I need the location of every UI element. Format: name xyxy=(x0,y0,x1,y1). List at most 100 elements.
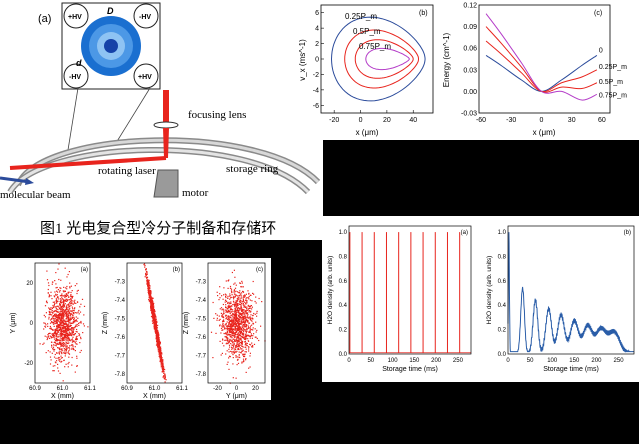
scatter-point xyxy=(231,330,233,332)
scatter-point xyxy=(243,331,245,333)
scatter-point xyxy=(230,331,232,334)
scatter-point xyxy=(53,311,55,313)
focusing-lens-label: focusing lens xyxy=(188,109,246,121)
scatter-point xyxy=(232,330,234,332)
y-tick-label: 0 xyxy=(315,57,319,64)
scatter-point xyxy=(248,310,251,312)
scatter-point xyxy=(68,308,70,310)
scatter-point xyxy=(223,287,225,289)
scatter-point xyxy=(250,311,252,313)
scatter-point xyxy=(233,322,235,324)
scatter-point xyxy=(234,287,237,289)
scatter-point xyxy=(234,332,236,334)
scatter-point xyxy=(231,296,233,298)
scatter-point xyxy=(57,289,59,291)
scatter-point xyxy=(58,324,60,326)
scatter-point xyxy=(235,344,237,346)
scatter-point xyxy=(71,332,73,334)
scatter-point xyxy=(230,320,233,322)
scatter-point xyxy=(245,318,248,320)
scatter-point xyxy=(53,325,55,327)
scatter-point xyxy=(218,299,220,301)
scatter-point xyxy=(236,325,238,327)
scatter-point xyxy=(236,343,238,345)
scatter-point xyxy=(251,346,253,348)
scatter-point xyxy=(234,315,236,317)
scatter-point xyxy=(243,333,245,335)
scatter-point xyxy=(70,285,72,287)
scatter-point xyxy=(61,314,63,316)
scatter-point xyxy=(51,314,53,316)
scatter-point xyxy=(249,329,251,331)
scatter-point xyxy=(220,327,223,330)
scatter-point xyxy=(48,311,51,314)
scatter-point xyxy=(62,339,64,341)
scatter-point xyxy=(51,283,53,285)
scatter-point xyxy=(52,335,55,337)
x-tick-label: 0 xyxy=(235,386,239,392)
scatter-panel: (a) 60.9 61.0 61.1 -20 0 20 X (mm) Y (μm) (b) 60.… xyxy=(0,258,271,400)
scatter-point xyxy=(68,328,70,330)
scatter-point xyxy=(54,313,56,315)
scatter-point xyxy=(53,317,55,320)
scatter-point xyxy=(151,320,153,322)
scatter-point xyxy=(224,339,226,341)
scatter-point xyxy=(158,353,160,355)
scatter-point xyxy=(64,299,66,301)
scatter-point xyxy=(236,337,238,339)
scatter-point xyxy=(156,343,159,345)
scatter-point xyxy=(222,338,224,340)
scatter-point xyxy=(56,286,58,289)
scatter-point xyxy=(229,285,232,288)
scatter-point xyxy=(235,303,237,305)
scatter-point xyxy=(67,317,69,319)
scatter-point xyxy=(56,314,58,316)
scatter-point xyxy=(60,316,62,318)
scatter-point xyxy=(61,331,63,333)
scatter-point xyxy=(65,341,67,343)
scatter-point xyxy=(57,324,59,326)
scatter-point xyxy=(48,294,50,296)
scatter-point xyxy=(72,330,75,332)
x-tick-label: 0 xyxy=(359,117,363,124)
scatter-point xyxy=(161,365,163,368)
scatter-point xyxy=(155,338,157,340)
scatter-point xyxy=(49,325,51,328)
scatter-point xyxy=(63,339,65,341)
scatter-point xyxy=(49,337,51,339)
scatter-point xyxy=(48,296,50,298)
scatter-point xyxy=(239,335,241,337)
scatter-point xyxy=(243,306,245,308)
scatter-point xyxy=(236,359,239,361)
scatter-point xyxy=(67,329,69,332)
scatter-point xyxy=(66,334,68,336)
scatter-point xyxy=(248,327,250,329)
scatter-point xyxy=(160,346,162,348)
scatter-point xyxy=(241,286,243,288)
scatter-point xyxy=(219,308,221,310)
scatter-point xyxy=(69,348,71,350)
scatter-point xyxy=(224,293,226,295)
scatter-point xyxy=(66,325,68,327)
scatter-point xyxy=(69,328,71,330)
scatter-point xyxy=(217,295,219,297)
x-tick-label: 200 xyxy=(431,358,442,364)
scatter-point xyxy=(234,310,236,312)
scatter-point xyxy=(236,302,238,304)
scatter-point xyxy=(77,317,79,319)
scatter-point xyxy=(236,340,238,342)
y-axis-label: Energy (cm^-1) xyxy=(442,32,451,87)
scatter-point xyxy=(239,347,241,349)
scatter-point xyxy=(240,352,242,354)
scatter-point xyxy=(226,330,228,332)
scatter-point xyxy=(151,317,153,319)
scatter-point xyxy=(219,340,221,342)
hv-label-bl: -HV xyxy=(69,74,81,81)
scatter-point xyxy=(74,325,77,327)
scatter-point xyxy=(227,337,229,339)
scatter-point xyxy=(244,314,246,316)
scatter-point xyxy=(248,306,250,308)
scatter-point xyxy=(233,289,236,291)
scatter-point xyxy=(232,328,234,330)
